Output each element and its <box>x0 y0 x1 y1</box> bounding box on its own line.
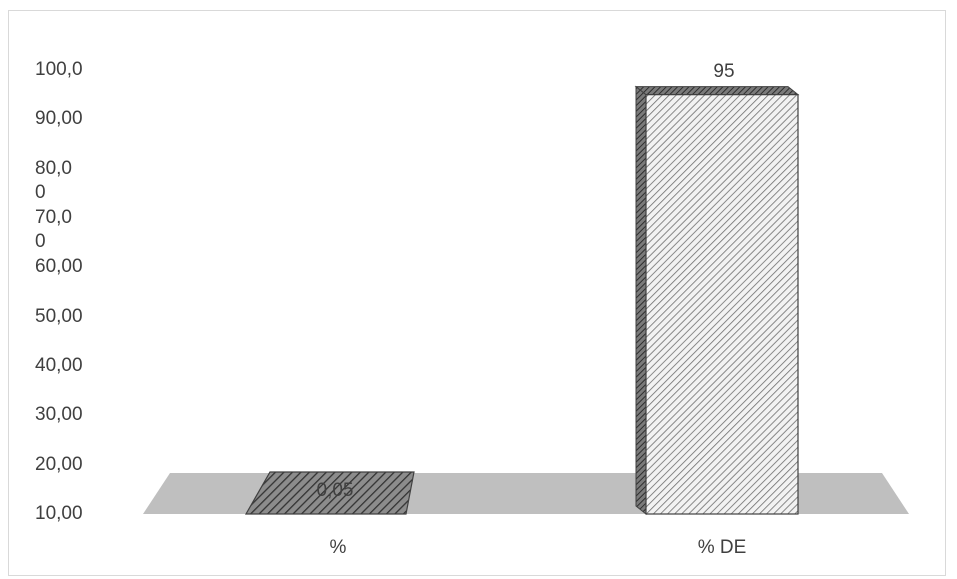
x-tick-label: % <box>329 537 347 558</box>
bar <box>634 85 800 516</box>
x-tick-label: % DE <box>697 537 747 558</box>
y-tick-label: 20,00 <box>35 453 83 475</box>
bar-front <box>645 94 799 515</box>
y-tick-label: 90,00 <box>35 108 83 130</box>
chart-area <box>8 10 946 576</box>
y-tick-label: 60,00 <box>35 256 83 278</box>
y-tick-label: 10,00 <box>35 503 83 524</box>
bar-top <box>634 86 800 96</box>
bar-side <box>635 85 647 516</box>
bar <box>244 471 415 515</box>
y-tick-label: 50,00 <box>35 305 83 327</box>
data-label: 0,05 <box>316 480 354 501</box>
y-tick-label: 70,0 0 <box>35 207 72 252</box>
y-tick-label: 80,0 0 <box>35 157 72 203</box>
y-tick-label: 40,00 <box>35 355 83 376</box>
y-tick-label: 100,0 <box>35 59 83 80</box>
data-label: 95 <box>713 60 735 82</box>
y-tick-label: 30,00 <box>35 404 83 426</box>
bar-front <box>244 471 415 515</box>
